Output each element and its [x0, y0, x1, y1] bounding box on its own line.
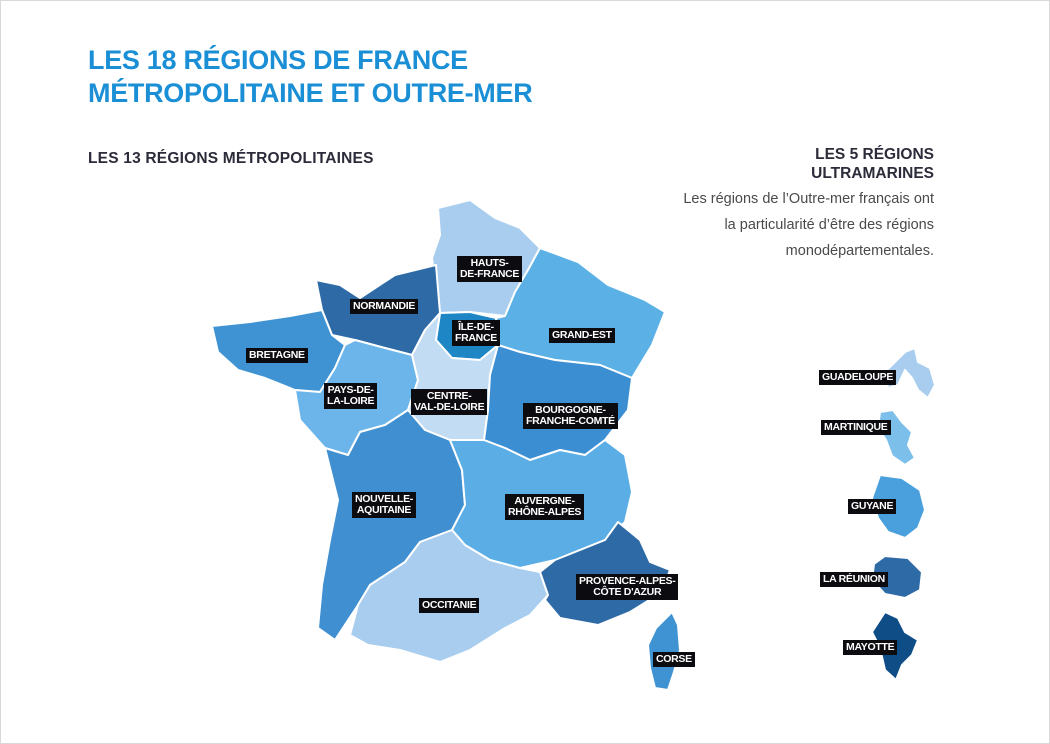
metropole-heading: LES 13 RÉGIONS MÉTROPOLITAINES: [88, 150, 374, 167]
label-line: HAUTS-: [470, 257, 509, 269]
page-title: LES 18 RÉGIONS DE FRANCE MÉTROPOLITAINE …: [88, 44, 533, 110]
label-line: GRAND-EST: [552, 329, 612, 341]
label-corse: CORSE: [653, 652, 695, 667]
label-line: BRETAGNE: [249, 349, 305, 361]
label-line: RHÔNE-ALPES: [508, 506, 582, 518]
page-title-line1: LES 18 RÉGIONS DE FRANCE: [88, 45, 468, 75]
label-line: LA-LOIRE: [327, 395, 375, 407]
label-line: PROVENCE-ALPES-: [579, 575, 676, 587]
label-line: CÔTE D'AZUR: [593, 586, 662, 598]
label-line: FRANCE: [455, 332, 497, 344]
outre-mer-heading-line1: LES 5 RÉGIONS: [815, 146, 934, 163]
label-line: AQUITAINE: [356, 504, 412, 516]
label-mayotte: MAYOTTE: [843, 640, 898, 655]
label-bretagne: BRETAGNE: [246, 348, 308, 363]
label-pays-de-la-loire: PAYS-DE- LA-LOIRE: [324, 383, 378, 409]
label-line: GUYANE: [851, 500, 894, 512]
label-guyane: GUYANE: [848, 499, 897, 514]
label-auvergne-rhone-alpes: AUVERGNE- RHÔNE-ALPES: [505, 494, 585, 520]
label-line: NOUVELLE-: [355, 493, 413, 505]
label-ile-de-france: ÎLE-DE- FRANCE: [452, 320, 500, 346]
region-corse[interactable]: [647, 611, 681, 691]
outre-mer-heading-line2: ULTRAMARINES: [811, 165, 934, 182]
label-line: CORSE: [656, 653, 692, 665]
label-nouvelle-aquitaine: NOUVELLE- AQUITAINE: [352, 492, 416, 518]
label-line: NORMANDIE: [353, 300, 416, 312]
label-line: BOURGOGNE-: [535, 404, 606, 416]
label-grand-est: GRAND-EST: [549, 328, 615, 343]
region-la-reunion[interactable]: [871, 555, 923, 599]
label-line: LA RÉUNION: [823, 573, 885, 585]
label-bourgogne-franche-comte: BOURGOGNE- FRANCHE-COMTÉ: [523, 403, 618, 429]
label-guadeloupe: GUADELOUPE: [819, 370, 897, 385]
label-line: CENTRE-: [426, 390, 472, 402]
label-provence-alpes-cote-d-azur: PROVENCE-ALPES- CÔTE D'AZUR: [576, 574, 679, 600]
label-line: FRANCHE-COMTÉ: [526, 415, 615, 427]
label-la-reunion: LA RÉUNION: [820, 572, 888, 587]
page-title-line2: MÉTROPOLITAINE ET OUTRE-MER: [88, 78, 533, 108]
label-line: OCCITANIE: [422, 599, 477, 611]
label-line: MARTINIQUE: [824, 421, 888, 433]
label-line: PAYS-DE-: [327, 384, 374, 396]
label-hauts-de-france: HAUTS- DE-FRANCE: [457, 256, 523, 282]
label-line: ÎLE-DE-: [458, 321, 494, 333]
outre-mer-description: Les régions de l’Outre-mer français ont …: [683, 191, 934, 259]
label-normandie: NORMANDIE: [350, 299, 419, 314]
label-occitanie: OCCITANIE: [419, 598, 480, 613]
label-centre-val-de-loire: CENTRE- VAL-DE-LOIRE: [411, 389, 488, 415]
label-line: GUADELOUPE: [822, 371, 894, 383]
region-martinique[interactable]: [877, 409, 916, 466]
label-martinique: MARTINIQUE: [821, 420, 891, 435]
label-line: AUVERGNE-: [514, 495, 575, 507]
label-line: DE-FRANCE: [460, 268, 520, 280]
label-line: VAL-DE-LOIRE: [414, 401, 485, 413]
outre-mer-heading: LES 5 RÉGIONS ULTRAMARINES: [811, 145, 934, 183]
label-line: MAYOTTE: [846, 641, 895, 653]
